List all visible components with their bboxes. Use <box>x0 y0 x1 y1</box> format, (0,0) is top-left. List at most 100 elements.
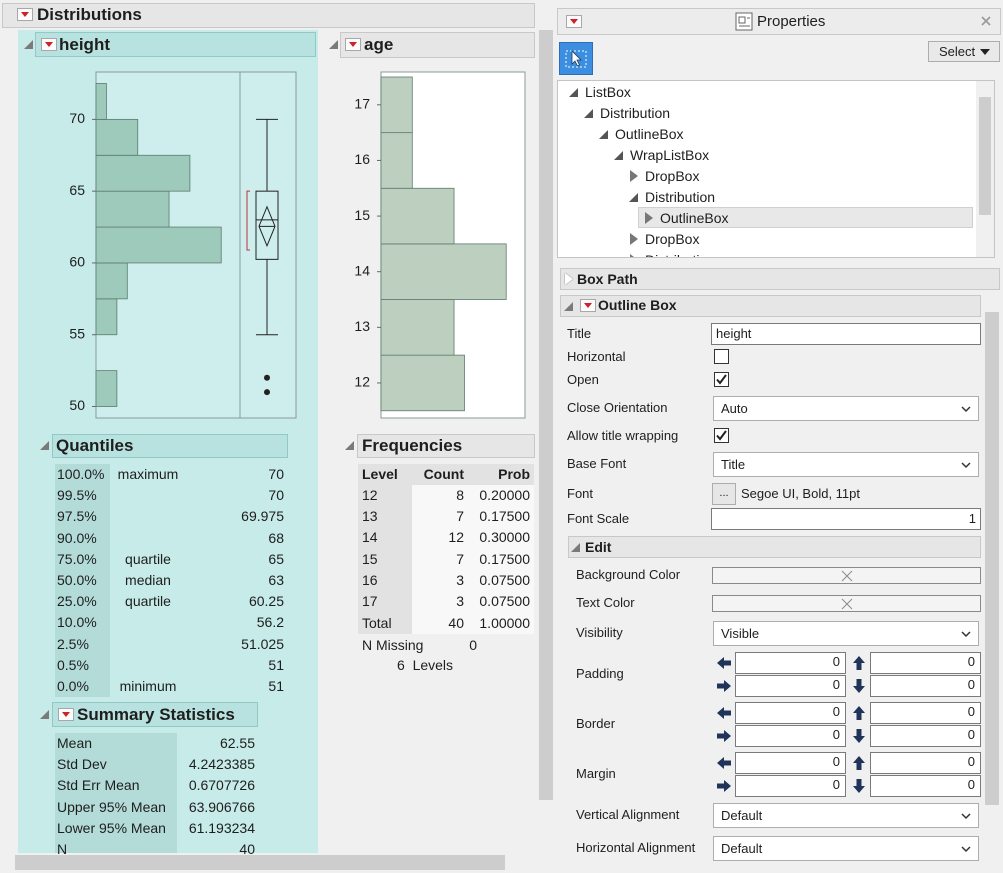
font-button[interactable]: ... <box>712 483 736 505</box>
dropdown[interactable]: Default <box>713 803 979 828</box>
histogram-bar <box>96 227 221 263</box>
section-title: Edit <box>585 538 611 556</box>
histogram-bar <box>381 355 464 411</box>
histogram-bar <box>96 155 190 191</box>
outlier-point <box>264 389 270 395</box>
histogram-bar <box>381 77 412 133</box>
spacing-value: 0 <box>575 676 975 694</box>
dropdown[interactable]: Auto <box>713 396 979 421</box>
quantile-value: 51 <box>0 656 284 674</box>
spacing-input[interactable]: 0 <box>870 702 981 724</box>
histogram-bar <box>381 133 412 189</box>
probability: 0.17500 <box>130 507 530 525</box>
histogram-bar <box>96 83 106 119</box>
checkbox[interactable] <box>714 428 729 443</box>
spacing-value: 0 <box>575 653 975 671</box>
checkbox[interactable] <box>714 372 729 387</box>
spacing-value: 0 <box>575 726 975 744</box>
y-tick-label: 65 <box>69 182 85 198</box>
spacing-input[interactable]: 0 <box>870 675 981 697</box>
property-label: Horizontal <box>567 348 626 366</box>
spacing-input[interactable]: 0 <box>870 752 981 774</box>
dropdown-value: Auto <box>721 400 748 418</box>
report-title: Distributions <box>37 6 142 24</box>
color-swatch[interactable] <box>712 567 981 584</box>
histogram-bar <box>96 299 117 335</box>
text-input[interactable]: height <box>711 323 981 345</box>
probability: 0.17500 <box>130 550 530 568</box>
dropdown[interactable]: Visible <box>713 621 979 646</box>
histogram-bar <box>381 244 506 300</box>
property-label: Base Font <box>567 455 626 473</box>
property-label: Text Color <box>576 594 635 612</box>
input-value: height <box>716 325 751 343</box>
section-title: Box Path <box>577 270 638 288</box>
button-label: ... <box>524 484 924 502</box>
spacing-input[interactable]: 0 <box>870 725 981 747</box>
dropdown-value: Default <box>721 840 762 858</box>
property-label: Horizontal Alignment <box>576 839 695 857</box>
text-input[interactable]: 1 <box>711 508 981 530</box>
dropdown-value: Visible <box>721 625 759 643</box>
font-value: Segoe UI, Bold, 11pt <box>741 485 860 503</box>
spacing-value: 0 <box>575 776 975 794</box>
total-prob: 1.00000 <box>130 614 530 632</box>
outline-title: age <box>364 36 393 54</box>
property-label: Close Orientation <box>567 399 667 417</box>
y-tick-label: 55 <box>69 325 85 341</box>
property-label: Title <box>567 325 591 343</box>
column-header: Prob <box>130 465 530 483</box>
spacing-value: 0 <box>575 703 975 721</box>
panel-title: Properties <box>757 13 825 31</box>
y-tick-label: 60 <box>69 254 85 270</box>
dropdown-value: Default <box>721 807 762 825</box>
probability: 0.07500 <box>130 571 530 589</box>
probability: 0.20000 <box>130 486 530 504</box>
histogram-bar <box>96 371 117 407</box>
y-tick-label: 70 <box>69 110 85 126</box>
check-mark <box>715 373 728 386</box>
probability: 0.30000 <box>130 528 530 546</box>
input-value: 1 <box>576 510 976 528</box>
y-tick-label: 17 <box>354 96 370 112</box>
dropdown-chevron <box>961 462 971 469</box>
property-label: Vertical Alignment <box>576 806 679 824</box>
section-title: Quantiles <box>56 437 133 455</box>
quantile-value: 51 <box>0 677 284 695</box>
dropdown-chevron <box>961 846 971 853</box>
spacing-input[interactable]: 0 <box>870 775 981 797</box>
button-label: Select <box>939 43 975 61</box>
histogram-bar <box>381 188 454 244</box>
dropdown[interactable]: Title <box>713 452 979 477</box>
histogram-bar <box>381 300 454 356</box>
section-title: Frequencies <box>362 437 462 455</box>
outline-title: height <box>59 36 110 54</box>
n-missing-value: 0 <box>77 636 477 654</box>
y-tick-label: 13 <box>354 318 370 334</box>
histogram-bar <box>96 191 169 227</box>
y-tick-label: 16 <box>354 151 370 167</box>
dropdown-value: Title <box>721 456 745 474</box>
dropdown-chevron <box>961 813 971 820</box>
property-label: Background Color <box>576 566 680 584</box>
dropdown-chevron <box>961 631 971 638</box>
outlier-point <box>264 375 270 381</box>
check-mark <box>715 429 728 442</box>
section-title: Outline Box <box>598 296 677 314</box>
y-tick-label: 50 <box>69 397 85 413</box>
spacing-input[interactable]: 0 <box>870 652 981 674</box>
statistic-value: 40 <box>0 840 255 858</box>
color-swatch[interactable] <box>712 595 981 612</box>
y-tick-label: 15 <box>354 207 370 223</box>
y-tick-label: 12 <box>354 374 370 390</box>
dropdown-chevron <box>961 406 971 413</box>
histogram-bar <box>96 119 138 155</box>
statistic-value: 63.906766 <box>0 798 255 816</box>
dropdown[interactable]: Default <box>713 836 979 861</box>
y-tick-label: 14 <box>354 262 370 278</box>
checkbox[interactable] <box>714 349 729 364</box>
statistic-value: 0.6707726 <box>0 776 255 794</box>
histogram-bar <box>96 263 127 299</box>
statistic-value: 62.55 <box>0 734 255 752</box>
probability: 0.07500 <box>130 592 530 610</box>
